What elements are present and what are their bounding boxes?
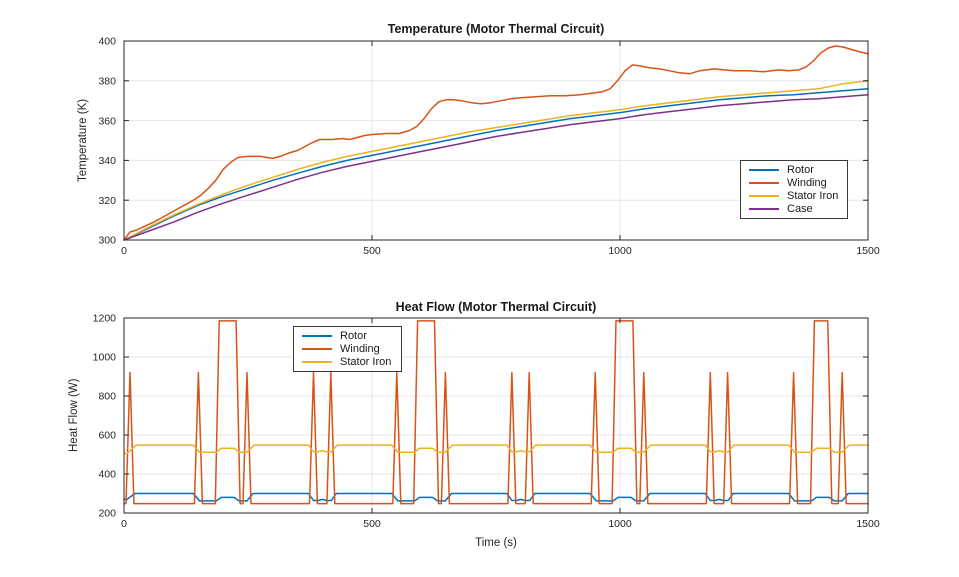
x-tick-label: 1500 [856, 518, 880, 530]
legend-label: Stator Iron [340, 356, 392, 369]
bottom-chart-title: Heat Flow (Motor Thermal Circuit) [395, 300, 597, 314]
x-tick-label: 500 [363, 518, 381, 530]
bottom-chart-xlabel: Time (s) [475, 537, 517, 549]
legend-item-stator-iron[interactable]: Stator Iron [294, 356, 401, 369]
series-line-stator-iron [123, 444, 869, 455]
legend-item-rotor[interactable]: Rotor [741, 163, 847, 176]
stator-iron-line-sample [302, 361, 332, 364]
legend-item-rotor[interactable]: Rotor [294, 329, 401, 342]
x-tick-label: 0 [121, 518, 127, 530]
x-tick-label: 1000 [608, 518, 632, 530]
x-tick-label: 0 [121, 245, 127, 257]
legend-label: Winding [787, 176, 827, 189]
x-tick-label: 500 [363, 245, 381, 257]
top-chart-legend[interactable]: Rotor Winding Stator Iron Case [740, 160, 848, 219]
bottom-chart-ylabel: Heat Flow (W) [68, 378, 80, 452]
axes-box [123, 40, 869, 241]
legend-label: Rotor [787, 163, 814, 176]
series-group [123, 45, 869, 241]
rotor-line-sample [749, 168, 779, 171]
axes-box [123, 317, 869, 514]
series-line-rotor [123, 88, 869, 241]
legend-item-stator-iron[interactable]: Stator Iron [741, 190, 847, 203]
legend-item-winding[interactable]: Winding [741, 176, 847, 189]
series-line-stator-iron [123, 80, 869, 241]
y-tick-label: 300 [98, 235, 116, 247]
plot-area [124, 318, 868, 513]
y-tick-label: 360 [98, 115, 116, 127]
stator-iron-line-sample [749, 195, 779, 198]
legend-label: Case [787, 203, 813, 216]
y-tick-label: 340 [98, 155, 116, 167]
top-chart-ylabel: Temperature (K) [77, 98, 89, 182]
y-tick-label: 200 [98, 508, 116, 520]
y-tick-label: 320 [98, 195, 116, 207]
winding-line-sample [302, 347, 332, 350]
series-line-winding [123, 45, 869, 241]
chart-0: 0 500 1000 1500 300 320 340 360 380 400 [98, 36, 879, 258]
bottom-chart-legend[interactable]: Rotor Winding Stator Iron [293, 326, 402, 372]
series-group [123, 320, 869, 505]
legend-item-case[interactable]: Case [741, 203, 847, 216]
x-tick-label: 1000 [608, 245, 632, 257]
y-tick-label: 1000 [93, 352, 117, 364]
legend-item-winding[interactable]: Winding [294, 342, 401, 355]
x-tick-label: 1500 [856, 245, 880, 257]
legend-label: Winding [340, 342, 380, 355]
legend-label: Rotor [340, 329, 367, 342]
case-line-sample [749, 208, 779, 211]
y-tick-label: 400 [98, 469, 116, 481]
y-tick-label: 800 [98, 391, 116, 403]
y-tick-label: 1200 [93, 313, 117, 325]
winding-line-sample [749, 181, 779, 184]
top-chart-title: Temperature (Motor Thermal Circuit) [387, 22, 605, 36]
y-tick-label: 400 [98, 36, 116, 48]
chart-1: 0 500 1000 1500 200 400 600 800 1000 1200 [93, 313, 880, 531]
series-line-case [123, 93, 869, 241]
rotor-line-sample [302, 334, 332, 337]
series-line-winding [123, 320, 869, 505]
y-tick-label: 380 [98, 75, 116, 87]
y-tick-label: 600 [98, 430, 116, 442]
legend-label: Stator Iron [787, 190, 839, 203]
